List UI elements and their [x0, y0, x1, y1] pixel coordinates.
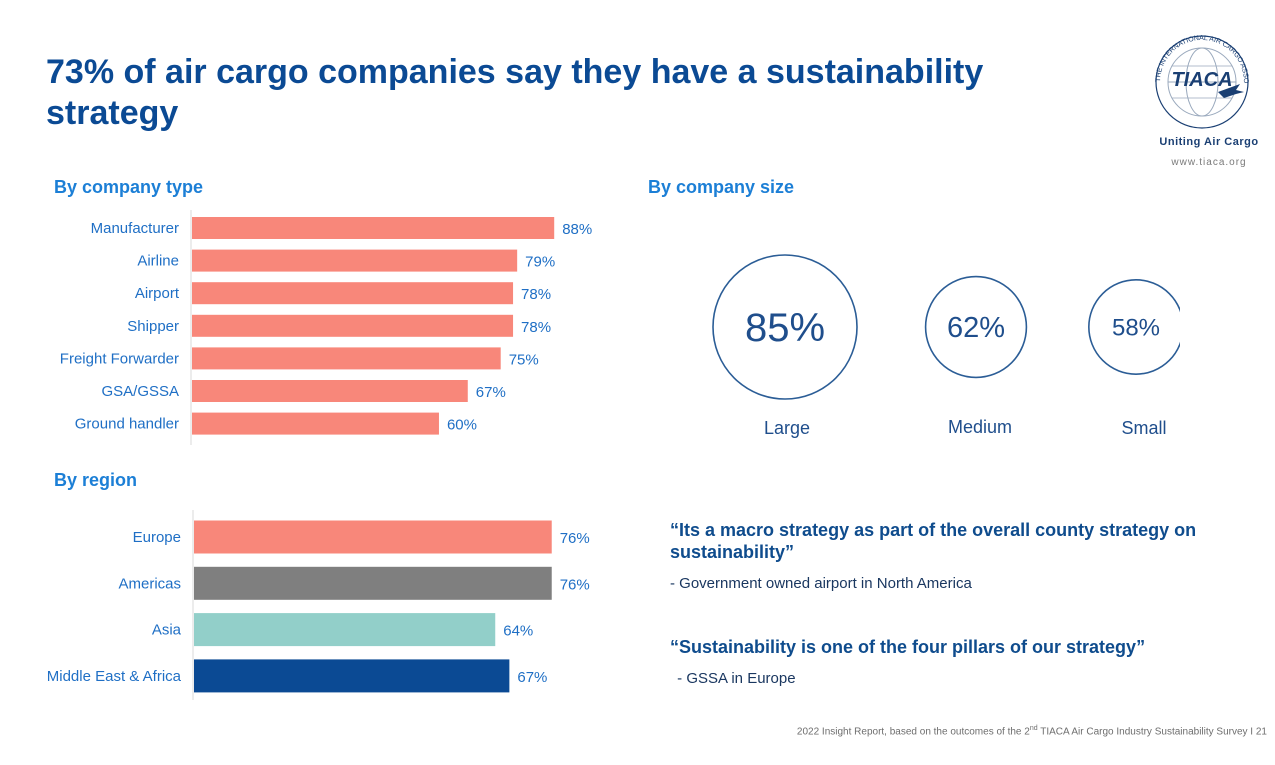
bar: [192, 347, 501, 370]
page-title: 73% of air cargo companies say they have…: [46, 53, 984, 132]
value-label: 78%: [521, 286, 551, 303]
footer-superscript: nd: [1029, 725, 1038, 732]
section-heading-region: By region: [54, 470, 138, 490]
footer-text-post: TIACA Air Cargo Industry Sustainability …: [1037, 726, 1267, 738]
value-label: 60%: [447, 417, 477, 434]
category-label: GSA/GSSA: [101, 383, 179, 400]
size-bubble: [924, 275, 1028, 379]
size-label-small: Small: [1121, 418, 1167, 438]
category-label: Ground handler: [75, 416, 179, 433]
value-label: 64%: [503, 623, 533, 640]
footer-note: 2022 Insight Report, based on the outcom…: [797, 725, 1267, 737]
footer-text-pre: 2022 Insight Report, based on the outcom…: [796, 726, 1030, 738]
bar: [192, 412, 439, 435]
category-label: Middle East & Africa: [47, 668, 182, 685]
airplane-icon: [1218, 84, 1244, 98]
category-label: Freight Forwarder: [60, 350, 179, 367]
bar: [194, 566, 552, 600]
value-label: 67%: [476, 384, 506, 401]
value-label: 67%: [517, 669, 547, 686]
category-label: Asia: [152, 622, 182, 639]
size-label-large: Large: [763, 418, 811, 438]
size-bubble: [712, 254, 858, 400]
bar: [192, 380, 468, 402]
quote-1-attribution: - Government owned airport in North Amer…: [670, 575, 972, 592]
bar: [194, 659, 510, 693]
section-heading-company-type: By company type: [54, 177, 204, 197]
value-label: 75%: [509, 351, 539, 368]
value-label: 76%: [560, 530, 590, 547]
bubble-value-label: 62%: [947, 312, 1005, 344]
logo-tagline: Uniting Air Cargo: [1159, 136, 1259, 148]
section-heading-company-size: By company size: [648, 177, 795, 197]
region-bar-chart: Europe 76% Americas 76% Asia 64% Middle East &…: [47, 510, 590, 700]
value-label: 78%: [521, 319, 551, 336]
value-label: 76%: [560, 576, 590, 593]
logo-url: www.tiaca.org: [1171, 157, 1247, 168]
bubble-value-label: 85%: [745, 306, 825, 350]
size-label-medium: Medium: [947, 417, 1013, 437]
category-label: Shipper: [127, 318, 179, 335]
company-type-bar-chart: Manufacturer 88% Airline 79% Airport 78% Shipp…: [60, 210, 592, 445]
bar: [192, 249, 518, 272]
category-label: Americas: [118, 575, 181, 592]
value-label: 88%: [562, 221, 592, 238]
bar: [194, 613, 496, 647]
category-label: Europe: [133, 529, 181, 546]
quote-1: “Its a macro strategy as part of the ove…: [670, 520, 1197, 562]
category-label: Manufacturer: [91, 220, 179, 237]
value-label: 79%: [525, 254, 555, 271]
bubble-value-label: 58%: [1112, 314, 1160, 341]
category-label: Airline: [137, 253, 179, 270]
category-label: Airport: [135, 285, 180, 302]
bar: [192, 217, 555, 239]
tiaca-logo: THE INTERNATIONAL AIR CARGO ASSOCIATION …: [1137, 25, 1260, 170]
bar: [192, 282, 514, 305]
quote-2: “Sustainability is one of the four pilla…: [670, 637, 1146, 657]
logo-wordmark: TIACA: [1171, 69, 1232, 91]
bar: [192, 314, 514, 337]
bar: [194, 520, 552, 554]
quote-2-attribution: - GSSA in Europe: [673, 670, 796, 687]
size-bubble: [1088, 279, 1180, 375]
company-size-bubble-chart: 85% 62% 58%: [712, 254, 1180, 400]
